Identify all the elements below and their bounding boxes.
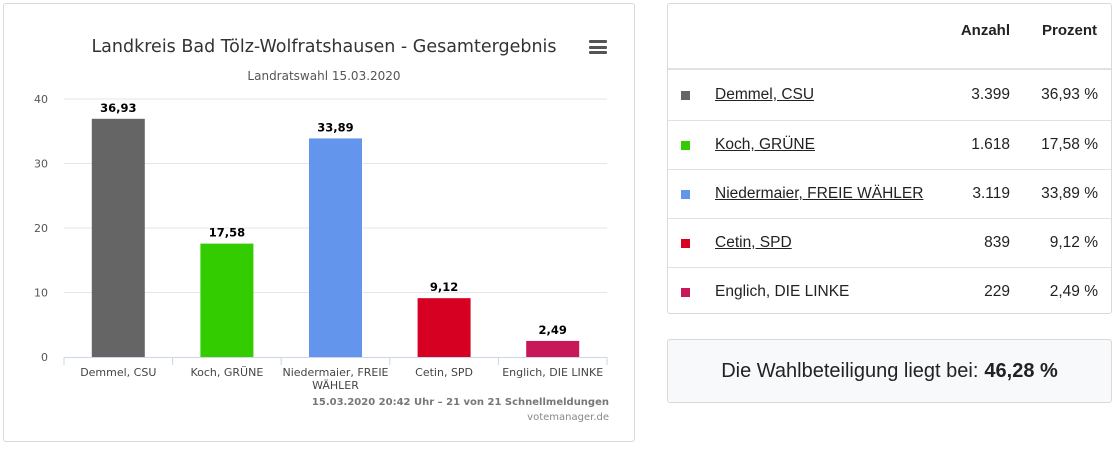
color-swatch (681, 288, 690, 297)
bar-value-label: 17,58 (209, 226, 245, 240)
bar (91, 118, 145, 357)
x-tick-label: Demmel, CSU (80, 366, 156, 379)
y-tick-label: 0 (41, 351, 48, 364)
vote-percent: 9,12 % (1049, 234, 1098, 251)
bar (200, 243, 254, 357)
vote-count: 3.399 (971, 86, 1010, 103)
vote-count: 839 (984, 234, 1010, 251)
vote-percent: 2,49 % (1049, 283, 1098, 300)
table-row: Koch, GRÜNE 1.618 17,58 % (668, 120, 1111, 169)
color-swatch (681, 91, 690, 100)
chart-subtitle: Landratswahl 15.03.2020 (247, 69, 400, 83)
table-row: Cetin, SPD 839 9,12 % (668, 218, 1111, 267)
results-table: Anzahl Prozent Demmel, CSU 3.399 36,93 % Ko… (667, 3, 1112, 314)
vote-count: 229 (984, 283, 1010, 300)
turnout-value: 46,28 % (984, 359, 1058, 382)
header-anzahl: Anzahl (960, 22, 1010, 39)
bar-value-label: 33,89 (317, 120, 353, 134)
candidate-name[interactable]: Niedermaier, FREIE WÄHLER (715, 185, 924, 202)
bar (309, 138, 362, 357)
candidate-name[interactable]: Cetin, SPD (715, 234, 792, 251)
y-tick-label: 20 (34, 222, 48, 235)
table-row: Niedermaier, FREIE WÄHLER 3.119 33,89 % (668, 169, 1111, 218)
y-tick-label: 10 (34, 287, 48, 300)
table-row: Englich, DIE LINKE 229 2,49 % (668, 267, 1111, 316)
x-tick-label: Englich, DIE LINKE (502, 366, 603, 379)
chart-title: Landkreis Bad Tölz-Wolfratshausen - Gesa… (91, 37, 556, 57)
y-tick-label: 30 (34, 158, 48, 171)
candidate-name: Englich, DIE LINKE (715, 283, 850, 300)
chart-credit: votemanager.de (527, 412, 609, 423)
x-tick-label: Niedermaier, FREIE WÄHLER (282, 366, 388, 392)
x-tick-label: Cetin, SPD (415, 366, 473, 379)
bar-value-label: 9,12 (430, 280, 458, 294)
chart-footer: 15.03.2020 20:42 Uhr – 21 von 21 Schnell… (312, 397, 609, 408)
vote-count: 3.119 (972, 185, 1010, 202)
chart-card: Landkreis Bad Tölz-Wolfratshausen - Gesa… (3, 3, 635, 442)
candidate-name[interactable]: Koch, GRÜNE (715, 136, 815, 153)
table-row: Demmel, CSU 3.399 36,93 % (668, 71, 1111, 120)
bar-chart: Landkreis Bad Tölz-Wolfratshausen - Gesa… (34, 37, 609, 423)
color-swatch (681, 190, 690, 199)
bar-value-label: 36,93 (100, 101, 136, 115)
x-tick-label: Koch, GRÜNE (190, 366, 263, 379)
chart-menu-icon[interactable] (589, 40, 607, 54)
candidate-name[interactable]: Demmel, CSU (715, 86, 815, 103)
table-header: Anzahl Prozent (668, 4, 1111, 70)
vote-count: 1.618 (971, 136, 1010, 153)
header-prozent: Prozent (1041, 22, 1097, 39)
y-tick-label: 40 (34, 93, 48, 106)
bar (417, 298, 471, 357)
bar (526, 340, 580, 357)
bar-value-label: 2,49 (539, 323, 567, 337)
turnout-label: Die Wahlbeteiligung liegt bei: (721, 359, 979, 382)
vote-percent: 33,89 % (1041, 185, 1098, 202)
color-swatch (681, 141, 690, 150)
vote-percent: 17,58 % (1041, 136, 1098, 153)
turnout-box: Die Wahlbeteiligung liegt bei: 46,28 % (667, 339, 1112, 403)
vote-percent: 36,93 % (1041, 86, 1098, 103)
color-swatch (681, 239, 690, 248)
